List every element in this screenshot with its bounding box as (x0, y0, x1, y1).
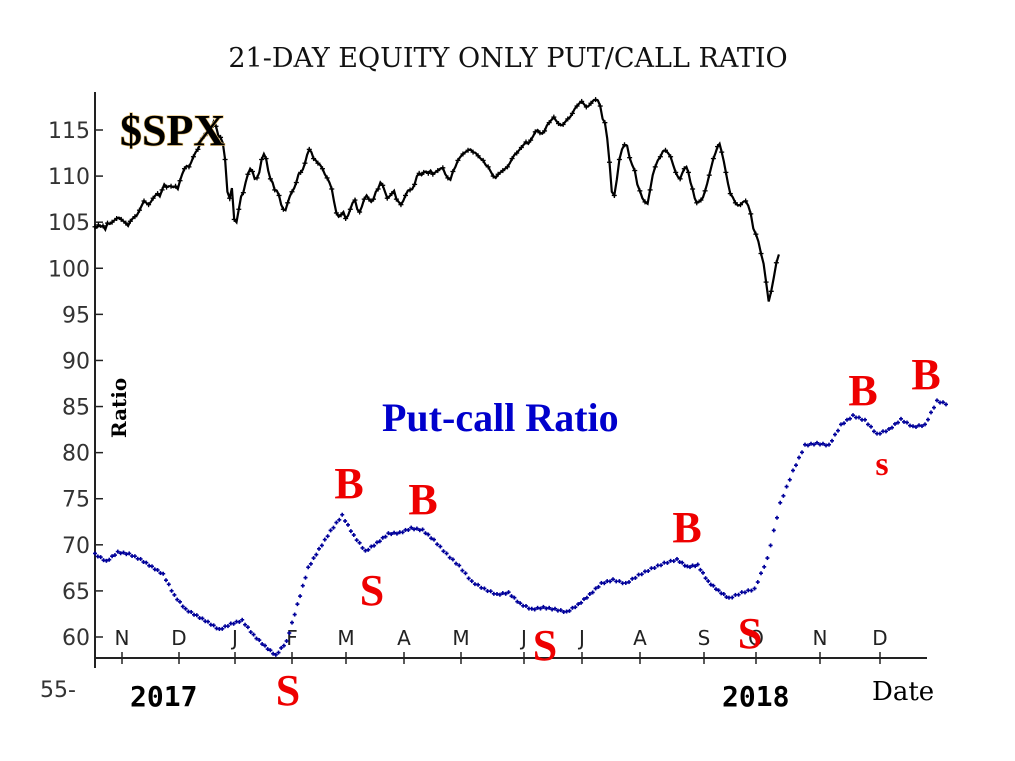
x-tick-label: M (452, 626, 469, 650)
y-tick-label: 90 (62, 349, 90, 374)
ratio-axis-label: Ratio (107, 378, 131, 438)
y-tick-label: 95 (62, 303, 90, 328)
y-tick-label: 115 (48, 119, 90, 144)
y-tick-label: 80 (62, 442, 90, 467)
y-tick-label: 105 (48, 211, 90, 236)
x-tick-label: S (698, 626, 711, 650)
x-tick-label: J (519, 626, 527, 650)
buy-signal-marker: B (334, 459, 363, 508)
y-axis-ticks: 115 110 105 100 95 90 85 80 75 70 65 60 55- (40, 119, 103, 703)
sell-signal-marker: S (360, 566, 384, 615)
x-tick-label: N (115, 626, 130, 650)
x-tick-label: A (633, 626, 647, 650)
y-tick-label: 85 (62, 396, 90, 421)
x-tick-label: D (171, 626, 186, 650)
y-tick-label: 55- (40, 678, 76, 703)
chart-title: 21-DAY EQUITY ONLY PUT/CALL RATIO (228, 43, 787, 74)
x-tick-label: A (397, 626, 411, 650)
put-call-ratio-line (93, 398, 948, 657)
buy-signal-marker: B (911, 350, 940, 399)
year-2017-label: 2017 (130, 680, 197, 713)
y-tick-label: 75 (62, 488, 90, 513)
y-tick-label: 100 (48, 257, 90, 282)
sell-signal-marker: s (875, 446, 888, 483)
spx-markers (92, 97, 779, 294)
x-tick-label: N (813, 626, 828, 650)
x-tick-label: M (337, 626, 354, 650)
buy-signal-marker: B (848, 366, 877, 415)
spx-label: $SPX (120, 106, 225, 155)
x-tick-label: D (872, 626, 887, 650)
x-tick-label: F (286, 626, 298, 650)
y-tick-label: 110 (48, 165, 90, 190)
x-tick-label: O (748, 626, 764, 650)
y-tick-label: 60 (62, 626, 90, 651)
x-tick-label: J (577, 626, 585, 650)
buy-signal-marker: B (408, 475, 437, 524)
x-tick-label: J (230, 626, 238, 650)
sell-signal-marker: S (533, 621, 557, 670)
put-call-ratio-label: Put-call Ratio (382, 395, 619, 440)
y-tick-label: 65 (62, 580, 90, 605)
buy-signal-marker: B (672, 503, 701, 552)
sell-signal-marker: S (738, 609, 762, 658)
sell-signal-marker: S (276, 666, 300, 715)
y-tick-label: 70 (62, 534, 90, 559)
year-2018-label: 2018 (722, 680, 789, 713)
date-axis-label: Date (872, 677, 934, 707)
